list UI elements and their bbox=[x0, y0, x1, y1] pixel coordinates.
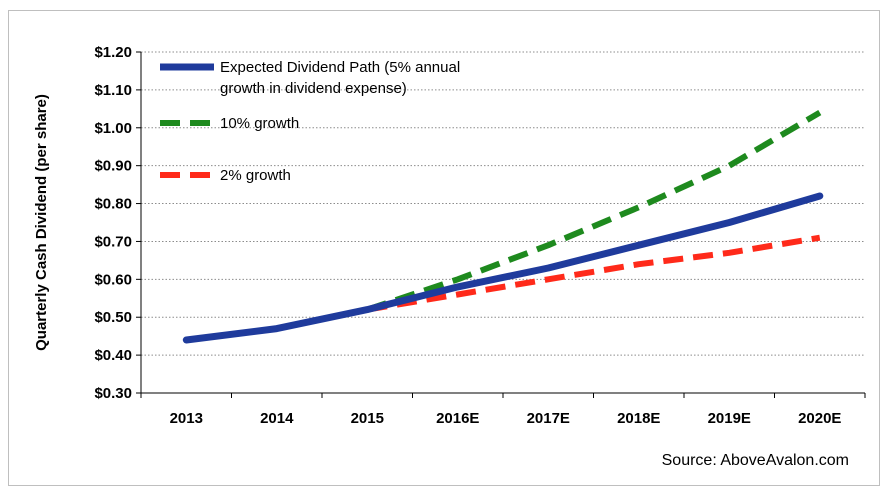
series-line-expected-path bbox=[182, 192, 824, 344]
x-tick-label: 2015 bbox=[351, 410, 384, 427]
axes bbox=[140, 52, 865, 394]
x-tick-label: 2013 bbox=[170, 410, 203, 427]
source-annotation: Source: AboveAvalon.com bbox=[662, 452, 849, 469]
series-line-10pct-growth bbox=[366, 110, 822, 313]
x-tick-label: 2016E bbox=[436, 410, 479, 427]
x-tick-label: 2019E bbox=[708, 410, 751, 427]
x-tick-label: 2018E bbox=[617, 410, 660, 427]
y-axis-ticks: $0.30 $0.40 $0.50 $0.60 $0.70 $0.80 $0.90 $1.00… bbox=[94, 44, 141, 402]
legend-label: 10% growth bbox=[220, 115, 299, 132]
y-tick-label: $0.80 bbox=[94, 196, 132, 213]
y-tick-label: $0.50 bbox=[94, 309, 132, 326]
legend: Expected Dividend Path (5% annual growth … bbox=[160, 59, 460, 184]
y-tick-label: $1.00 bbox=[94, 120, 132, 137]
chart-frame: $0.30 $0.40 $0.50 $0.60 $0.70 $0.80 $0.90 $1.00… bbox=[8, 10, 880, 486]
y-tick-label: $0.40 bbox=[94, 347, 132, 364]
series-lines bbox=[182, 110, 824, 344]
line-chart: $0.30 $0.40 $0.50 $0.60 $0.70 $0.80 $0.90 $1.00… bbox=[33, 44, 866, 469]
legend-label: 2% growth bbox=[220, 167, 291, 184]
x-tick-label: 2020E bbox=[798, 410, 841, 427]
y-tick-label: $1.20 bbox=[94, 44, 132, 61]
x-axis-ticks: 2013 2014 2015 2016E 2017E 2018E 2019E 2020E bbox=[140, 393, 866, 427]
gridlines bbox=[141, 51, 865, 356]
y-tick-label: $0.70 bbox=[94, 233, 132, 250]
y-tick-label: $0.60 bbox=[94, 271, 132, 288]
x-tick-label: 2017E bbox=[527, 410, 570, 427]
y-tick-label: $0.30 bbox=[94, 385, 132, 402]
series-line-2pct-growth bbox=[366, 234, 821, 313]
y-tick-label: $0.90 bbox=[94, 158, 132, 175]
legend-label: Expected Dividend Path (5% annual growth … bbox=[220, 59, 460, 97]
y-tick-label: $1.10 bbox=[94, 82, 132, 99]
y-axis-label: Quarterly Cash Dividend (per share) bbox=[33, 94, 50, 351]
x-tick-label: 2014 bbox=[260, 410, 294, 427]
